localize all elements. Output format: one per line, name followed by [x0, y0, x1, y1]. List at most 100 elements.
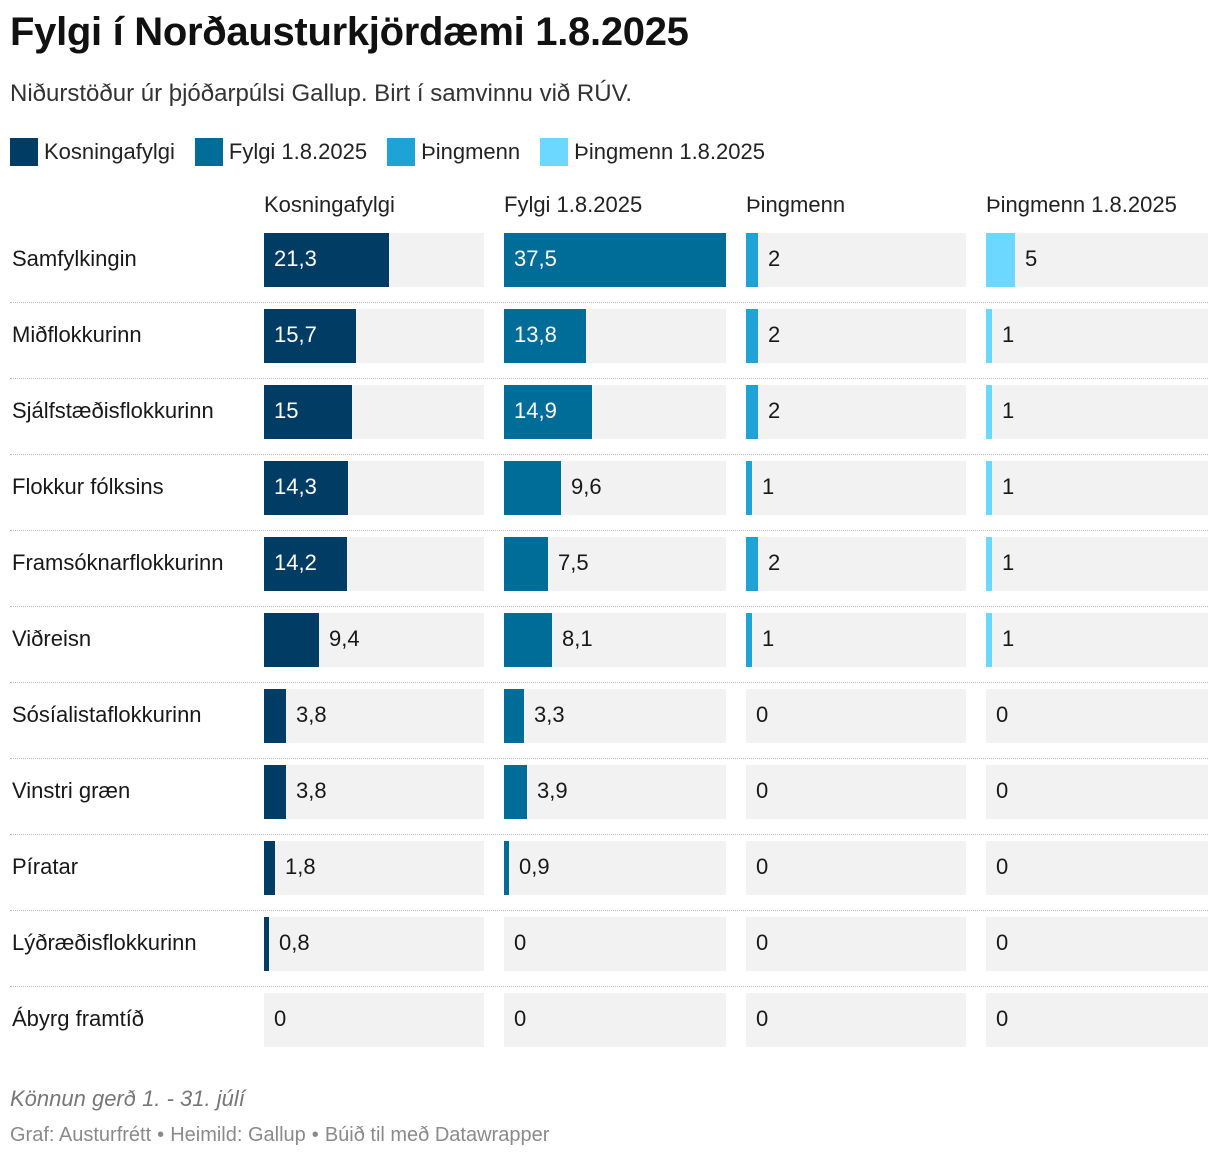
value-label: 9,4: [329, 626, 360, 651]
value-label: 0,9: [519, 854, 550, 879]
chart-row: Lýðræðisflokkurinn 0,8 0 0 0: [0, 910, 1220, 986]
bar: [746, 233, 758, 287]
chart-footer: Graf: Austurfrétt • Heimild: Gallup • Búið t…: [10, 1124, 549, 1147]
category-label: Samfylkingin: [12, 246, 137, 271]
bar-track: 1: [986, 309, 1208, 363]
chart-row: Sósíalistaflokkurinn 3,8 3,3 0 0: [0, 682, 1220, 758]
legend-label: Þingmenn 1.8.2025: [574, 139, 765, 164]
legend-swatch: [10, 138, 38, 166]
bar-track: 3,8: [264, 689, 484, 743]
bar-track: 0: [264, 993, 484, 1047]
chart-row: Viðreisn 9,4 8,1 1 1: [0, 606, 1220, 682]
value-label: 0: [756, 854, 769, 879]
chart-subtitle: Niðurstöður úr þjóðarpúlsi Gallup. Birt …: [10, 80, 633, 107]
bar: [504, 689, 524, 743]
bar-track: 2: [746, 309, 966, 363]
bar: [504, 461, 561, 515]
value-label: 0: [274, 1006, 287, 1031]
chart-notes: Könnun gerð 1. - 31. júlí: [10, 1086, 245, 1111]
bar-track: 0: [986, 689, 1208, 743]
bar-track: 14,9: [504, 385, 726, 439]
value-label: 14,9: [514, 398, 557, 423]
footer-source: Heimild: Gallup: [170, 1124, 306, 1146]
bar-track: 9,6: [504, 461, 726, 515]
value-label: 3,9: [537, 778, 568, 803]
bar: [746, 385, 758, 439]
bar: [986, 385, 992, 439]
footer-graf: Graf: Austurfrétt: [10, 1124, 152, 1146]
value-label: 13,8: [514, 322, 557, 347]
chart-row: Píratar 1,8 0,9 0 0: [0, 834, 1220, 910]
category-label: Ábyrg framtíð: [12, 1006, 145, 1031]
row-separator: [10, 530, 1208, 531]
bar-track: 0: [746, 993, 966, 1047]
value-label: 0: [514, 930, 527, 955]
category-label: Sjálfstæðisflokkurinn: [12, 398, 214, 423]
bar-track: 0,8: [264, 917, 484, 971]
bar: [986, 233, 1015, 287]
bar-track: 14,2: [264, 537, 484, 591]
bar: [504, 537, 548, 591]
legend-label: Þingmenn: [421, 139, 521, 164]
bar: [264, 917, 269, 971]
column-header-kosningafylgi: Kosningafylgi: [264, 192, 395, 217]
bar-track: 0: [746, 917, 966, 971]
row-separator: [10, 606, 1208, 607]
footer-separator: •: [157, 1124, 165, 1146]
bar-track: 0: [504, 993, 726, 1047]
value-label: 1: [1002, 626, 1015, 651]
value-label: 1: [762, 626, 775, 651]
chart-row: Ábyrg framtíð 0 0 0 0: [0, 986, 1220, 1062]
bar-track: 2: [746, 537, 966, 591]
chart-row: Vinstri græn 3,8 3,9 0 0: [0, 758, 1220, 834]
value-label: 0: [756, 778, 769, 803]
legend-item: Þingmenn: [387, 138, 520, 166]
row-separator: [10, 302, 1208, 303]
bar-track: 0: [986, 765, 1208, 819]
row-separator: [10, 378, 1208, 379]
bar: [264, 841, 275, 895]
legend-swatch: [540, 138, 569, 166]
value-label: 3,8: [296, 778, 327, 803]
bar: [986, 461, 992, 515]
bar: [504, 385, 592, 439]
bar-track: 0: [746, 765, 966, 819]
value-label: 5: [1025, 246, 1038, 271]
value-label: 8,1: [562, 626, 593, 651]
chart-row: Flokkur fólksins 14,3 9,6 1 1: [0, 454, 1220, 530]
bar-track: 1: [986, 385, 1208, 439]
value-label: 14,2: [274, 550, 317, 575]
bar-track: 3,3: [504, 689, 726, 743]
value-label: 1: [762, 474, 775, 499]
bar: [264, 385, 352, 439]
legend-swatch: [194, 138, 223, 166]
value-label: 2: [768, 398, 781, 423]
legend-item: Kosningafylgi: [10, 138, 175, 166]
footer-made-with: Búið til með Datawrapper: [324, 1124, 550, 1146]
chart-row: Samfylkingin 21,3 37,5 2 5: [0, 226, 1220, 302]
bar-track: 5: [986, 233, 1208, 287]
bar-track: 3,9: [504, 765, 726, 819]
bar-track: 21,3: [264, 233, 484, 287]
value-label: 2: [768, 246, 781, 271]
bar-track: 1: [986, 537, 1208, 591]
row-separator: [10, 758, 1208, 759]
bar-track: 2: [746, 233, 966, 287]
value-label: 1: [1002, 322, 1015, 347]
bar: [264, 233, 389, 287]
bar: [504, 233, 726, 287]
bar: [504, 613, 552, 667]
bar-track: 14,3: [264, 461, 484, 515]
bar-track: 1: [746, 613, 966, 667]
bar-track: 3,8: [264, 765, 484, 819]
value-label: 0: [996, 854, 1009, 879]
column-header-fylgi-1-8-2025: Fylgi 1.8.2025: [504, 192, 643, 217]
chart-row: Miðflokkurinn 15,7 13,8 2 1: [0, 302, 1220, 378]
category-label: Sósíalistaflokkurinn: [12, 702, 202, 727]
value-label: 0: [996, 702, 1009, 727]
bar-track: 9,4: [264, 613, 484, 667]
legend-item: Fylgi 1.8.2025: [194, 138, 367, 166]
bar-track: 2: [746, 385, 966, 439]
bar: [986, 613, 992, 667]
value-label: 0: [996, 778, 1009, 803]
